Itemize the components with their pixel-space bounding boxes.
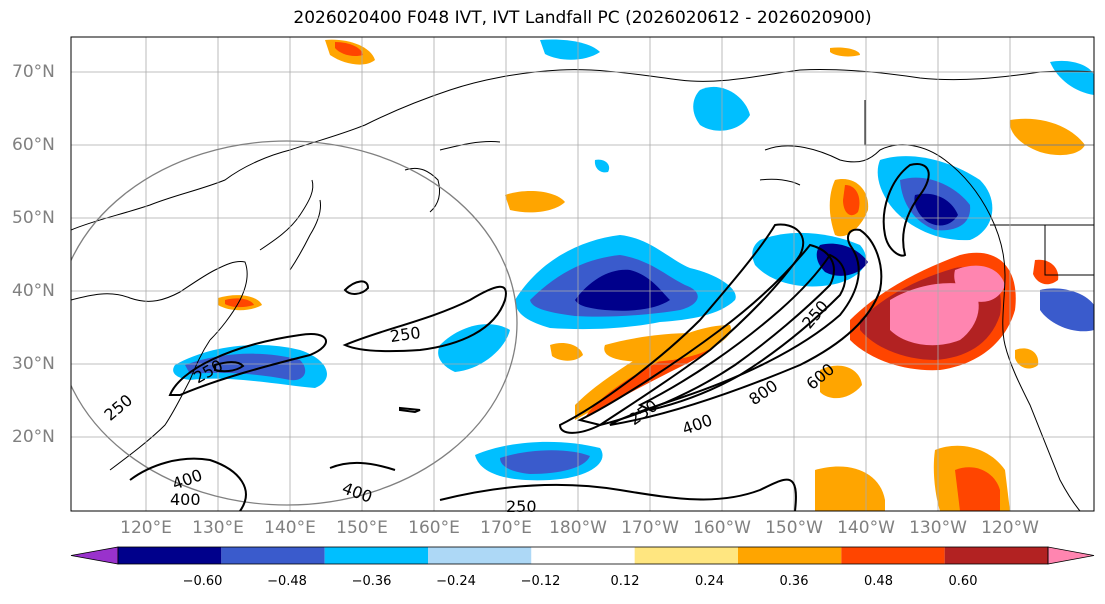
map-title: 2026020400 F048 IVT, IVT Landfall PC (20…: [293, 8, 872, 28]
lat-label-30: 30°N: [12, 354, 55, 374]
colorbar-segment: [324, 547, 428, 564]
lon-label-130w: 130°W: [909, 518, 967, 538]
colorbar-tick-label: 0.24: [695, 574, 724, 589]
colorbar-tick-label: 0.36: [779, 574, 809, 589]
contour-label: 400: [170, 490, 201, 509]
colorbar-segment: [118, 547, 222, 564]
region-circle: [71, 140, 518, 506]
colorbar-segment: [221, 547, 325, 564]
map-border: [70, 36, 1095, 512]
colorbar-extend-low: [70, 546, 119, 565]
colorbar-tick-label: 0.12: [610, 574, 640, 589]
lon-label-140w: 140°W: [837, 518, 895, 538]
lon-label-120e: 120°E: [120, 518, 172, 538]
lon-label-140e: 140°E: [264, 518, 316, 538]
colorbar-tick-label: 0.60: [948, 574, 978, 589]
colorbar-tick-label: 0.48: [864, 574, 893, 589]
colorbar-segment: [634, 547, 738, 564]
colorbar-tick-label: −0.48: [267, 574, 307, 589]
graticule: [71, 37, 1094, 511]
colorbar-segment: [944, 547, 1048, 564]
colorbar-tick-label: −0.12: [520, 574, 561, 589]
lon-label-160e: 160°E: [408, 518, 460, 538]
lat-label-60: 60°N: [12, 135, 55, 155]
lon-label-120w: 120°W: [981, 518, 1039, 538]
colorbar-tick-label: −0.36: [351, 574, 392, 589]
lon-label-150e: 150°E: [336, 518, 388, 538]
contour-label: 250: [506, 497, 537, 516]
map-layer: [71, 37, 1094, 511]
colorbar-tick-label: −0.60: [182, 574, 223, 589]
colorbar-extend-high: [1047, 546, 1095, 565]
lon-label-180w: 180°W: [549, 518, 607, 538]
lon-label-160w: 160°W: [693, 518, 751, 538]
colorbar-segment: [841, 547, 945, 564]
colorbar-tick-label: −0.24: [436, 574, 476, 589]
lat-label-70: 70°N: [12, 62, 55, 82]
lon-label-170e: 170°E: [480, 518, 532, 538]
ivt-contours: [129, 163, 930, 511]
colorbar-frame: [117, 546, 1049, 565]
lat-label-20: 20°N: [12, 427, 55, 447]
lat-label-40: 40°N: [12, 281, 55, 301]
colorbar-segment: [738, 547, 842, 564]
colorbar-segment: [428, 547, 532, 564]
lat-label-50: 50°N: [12, 208, 55, 228]
lon-label-130e: 130°E: [192, 518, 244, 538]
colorbar: [70, 546, 1095, 565]
lon-label-170w: 170°W: [621, 518, 679, 538]
colorbar-segment: [531, 547, 635, 564]
colorbar-ticks: −0.60 −0.48 −0.36 −0.24 −0.12 0.12 0.24 0.36 0.4…: [0, 574, 1105, 594]
lon-label-150w: 150°W: [765, 518, 823, 538]
